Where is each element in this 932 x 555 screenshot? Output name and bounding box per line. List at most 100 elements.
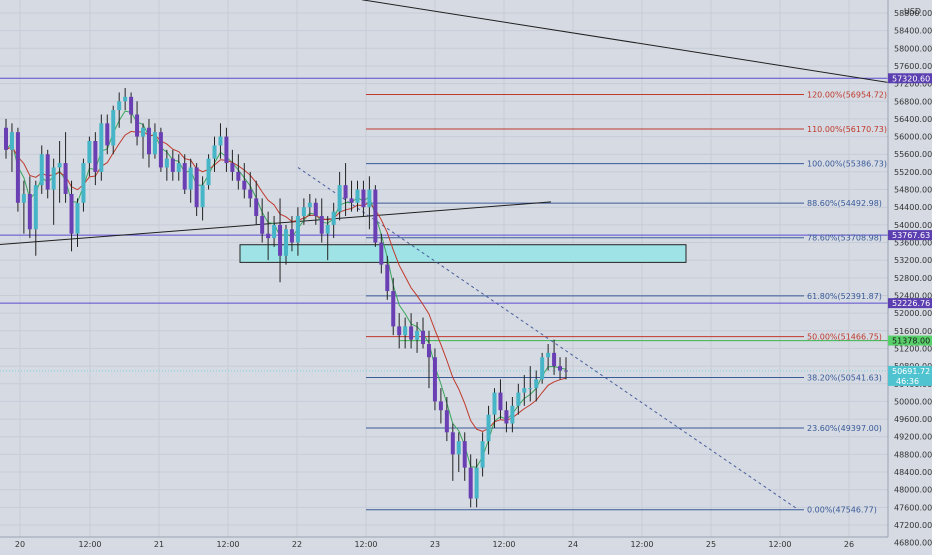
- candle-down[interactable]: [135, 114, 140, 137]
- candle-up[interactable]: [284, 229, 288, 256]
- candle-up[interactable]: [325, 224, 330, 234]
- candle-up[interactable]: [206, 158, 211, 186]
- candle-down[interactable]: [224, 136, 229, 164]
- candle-down[interactable]: [498, 392, 503, 411]
- candle-down[interactable]: [69, 193, 74, 234]
- candle-down[interactable]: [361, 189, 366, 208]
- candle-up[interactable]: [516, 392, 521, 406]
- candle-up[interactable]: [81, 163, 86, 203]
- candle-up[interactable]: [75, 202, 80, 234]
- candle-up[interactable]: [546, 352, 551, 358]
- candle-down[interactable]: [146, 127, 151, 155]
- candle-down[interactable]: [266, 233, 271, 239]
- candle-down[interactable]: [558, 366, 563, 371]
- candle-up[interactable]: [337, 185, 342, 212]
- candle-up[interactable]: [212, 145, 217, 159]
- support-zone[interactable]: [239, 244, 687, 263]
- candle-down[interactable]: [421, 330, 426, 345]
- candle-down[interactable]: [170, 158, 175, 172]
- candle-up[interactable]: [188, 167, 193, 190]
- candle-up[interactable]: [9, 132, 14, 150]
- candle-up[interactable]: [33, 185, 38, 230]
- candle-up[interactable]: [540, 357, 545, 380]
- price-axis[interactable]: [888, 0, 932, 550]
- candle-down[interactable]: [552, 352, 557, 367]
- candle-up[interactable]: [117, 101, 122, 111]
- candle-down[interactable]: [397, 326, 402, 336]
- candle-up[interactable]: [141, 127, 146, 137]
- candle-down[interactable]: [278, 224, 283, 256]
- trendline[interactable]: [361, 0, 896, 85]
- candle-down[interactable]: [45, 154, 50, 190]
- candle-down[interactable]: [462, 441, 467, 468]
- candle-up[interactable]: [200, 185, 205, 208]
- candle-down[interactable]: [230, 163, 235, 172]
- candle-up[interactable]: [456, 441, 461, 455]
- candle-down[interactable]: [194, 167, 199, 208]
- candle-up[interactable]: [522, 388, 527, 393]
- candle-up[interactable]: [486, 414, 491, 442]
- candle-up[interactable]: [123, 96, 128, 102]
- candle-down[interactable]: [27, 193, 32, 230]
- candle-up[interactable]: [99, 123, 104, 172]
- candle-up[interactable]: [21, 193, 26, 203]
- candle-up[interactable]: [51, 167, 56, 190]
- candle-down[interactable]: [248, 189, 253, 199]
- candle-down[interactable]: [289, 229, 294, 243]
- candle-up[interactable]: [474, 467, 479, 499]
- candle-down[interactable]: [313, 202, 318, 217]
- candle-down[interactable]: [63, 163, 68, 194]
- candle-down[interactable]: [426, 344, 431, 358]
- candle-down[interactable]: [242, 180, 247, 190]
- candle-up[interactable]: [403, 326, 408, 336]
- candle-down[interactable]: [444, 410, 449, 433]
- candle-down[interactable]: [373, 189, 378, 243]
- candle-down[interactable]: [105, 123, 110, 146]
- candle-up[interactable]: [480, 441, 485, 468]
- time-axis[interactable]: [0, 537, 888, 550]
- candle-down[interactable]: [385, 264, 390, 292]
- candle-up[interactable]: [39, 154, 44, 186]
- candle-down[interactable]: [450, 432, 455, 455]
- candle-down[interactable]: [409, 326, 414, 340]
- candle-down[interactable]: [468, 467, 473, 499]
- candle-down[interactable]: [15, 132, 20, 203]
- candle-up[interactable]: [528, 388, 533, 390]
- candle-down[interactable]: [438, 401, 443, 411]
- candle-down[interactable]: [4, 127, 8, 150]
- candle-down[interactable]: [260, 216, 265, 234]
- candle-down[interactable]: [379, 242, 384, 265]
- candle-up[interactable]: [272, 224, 277, 239]
- candle-up[interactable]: [164, 158, 169, 168]
- candle-down[interactable]: [391, 291, 396, 327]
- dashed-trendline[interactable]: [297, 167, 799, 511]
- candle-up[interactable]: [331, 211, 336, 225]
- candle-up[interactable]: [218, 136, 223, 146]
- candle-down[interactable]: [564, 370, 568, 372]
- candle-up[interactable]: [510, 405, 515, 424]
- candle-up[interactable]: [57, 163, 62, 168]
- candle-up[interactable]: [176, 163, 181, 172]
- candle-up[interactable]: [295, 216, 300, 243]
- candle-down[interactable]: [182, 163, 187, 190]
- candle-down[interactable]: [158, 132, 163, 168]
- candle-down[interactable]: [129, 96, 134, 115]
- candle-up[interactable]: [415, 330, 420, 340]
- candle-up[interactable]: [111, 110, 116, 146]
- candle-up[interactable]: [534, 379, 539, 389]
- candle-up[interactable]: [152, 132, 157, 155]
- candle-up[interactable]: [301, 207, 306, 217]
- candle-down[interactable]: [93, 141, 98, 172]
- candle-up[interactable]: [492, 392, 497, 415]
- candle-up[interactable]: [87, 141, 92, 164]
- candle-down[interactable]: [432, 357, 437, 402]
- candle-down[interactable]: [343, 185, 348, 199]
- candle-down[interactable]: [319, 216, 324, 234]
- trendline[interactable]: [0, 201, 552, 262]
- candle-down[interactable]: [349, 198, 354, 203]
- candle-up[interactable]: [355, 189, 360, 203]
- candle-up[interactable]: [307, 202, 312, 208]
- candle-up[interactable]: [367, 189, 372, 208]
